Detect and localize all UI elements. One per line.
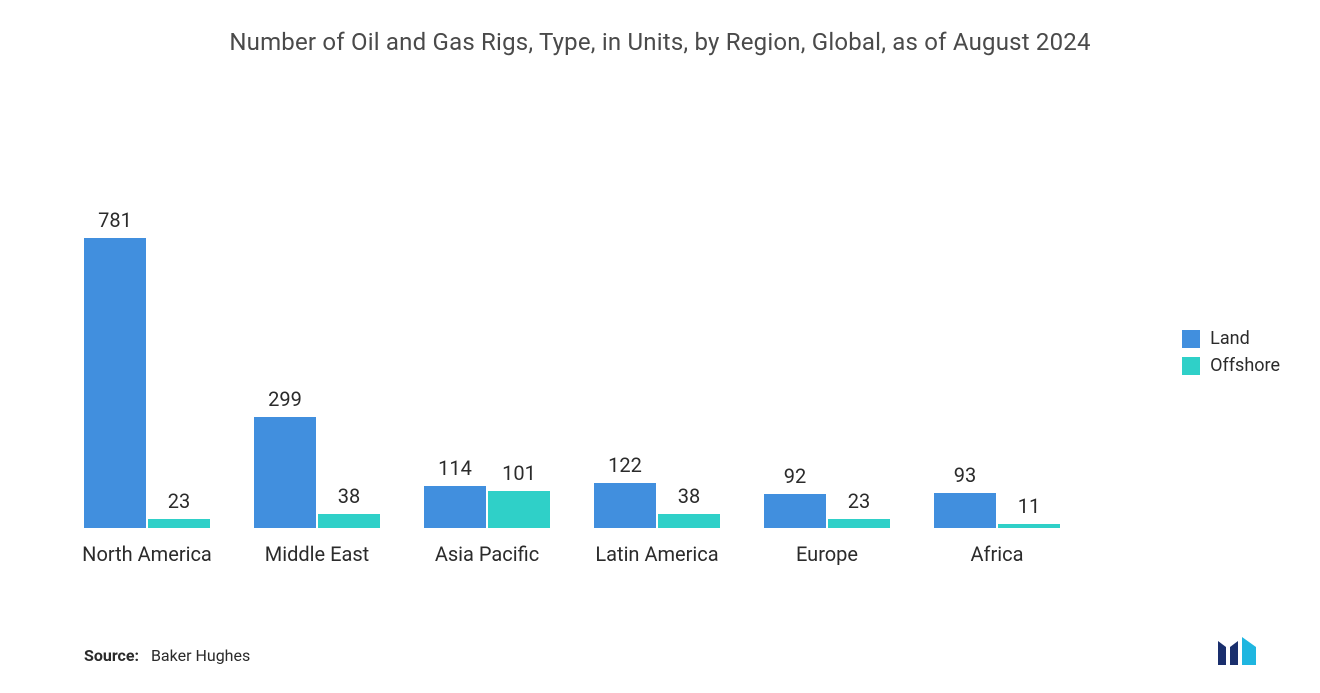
x-axis-label: North America [82,542,212,567]
x-axis-label: Latin America [592,542,722,567]
bar-group: 9223Europe [764,238,890,528]
bar: 299 [254,417,316,528]
bar-group: 78123North America [84,238,210,528]
bar-value-label: 122 [594,453,656,477]
source-value [143,646,151,665]
source-label: Source: [84,646,139,665]
bar-value-label: 93 [934,463,996,487]
source-citation: Source: Baker Hughes [84,646,250,665]
bar-group: 9311Africa [934,238,1060,528]
bar-value-label: 781 [84,208,146,232]
brand-logo [1216,635,1272,673]
x-axis-label: Europe [762,542,892,567]
bar-groups-container: 78123North America 29938Middle East 114101… [84,198,1094,528]
bar-value-label: 101 [488,461,550,485]
bar: 114 [424,486,486,528]
bar-pair: 78123 [84,238,210,528]
x-axis-label: Asia Pacific [422,542,552,567]
legend-swatch [1182,357,1200,375]
bar: 781 [84,238,146,528]
bar-pair: 29938 [254,238,380,528]
bar-value-label: 11 [998,494,1060,518]
legend-item: Land [1182,328,1280,349]
bar: 23 [148,519,210,528]
bar-pair: 114101 [424,238,550,528]
bar-value-label: 38 [318,484,380,508]
chart-title: Number of Oil and Gas Rigs, Type, in Uni… [160,28,1160,56]
legend-item: Offshore [1182,355,1280,376]
bar-value-label: 92 [764,464,826,488]
bar: 92 [764,494,826,528]
bar-group: 29938Middle East [254,238,380,528]
bar: 101 [488,491,550,529]
bar-pair: 12238 [594,238,720,528]
bar: 38 [318,514,380,528]
legend-swatch [1182,330,1200,348]
x-axis-label: Middle East [252,542,382,567]
legend-label: Land [1210,328,1250,349]
bar-value-label: 38 [658,484,720,508]
bar-pair: 9311 [934,238,1060,528]
legend-label: Offshore [1210,355,1280,376]
bar: 11 [998,524,1060,528]
bar-group: 12238Latin America [594,238,720,528]
bar: 23 [828,519,890,528]
source-text: Baker Hughes [151,646,250,665]
bar-pair: 9223 [764,238,890,528]
chart-canvas: Number of Oil and Gas Rigs, Type, in Uni… [0,28,1320,693]
bar-value-label: 114 [424,456,486,480]
bar: 38 [658,514,720,528]
x-axis-label: Africa [932,542,1062,567]
bar-value-label: 299 [254,387,316,411]
bar-group: 114101Asia Pacific [424,238,550,528]
bar-value-label: 23 [148,489,210,513]
chart-plot-area: 78123North America 29938Middle East 114101… [84,198,1094,528]
bar: 93 [934,493,996,528]
bar-value-label: 23 [828,489,890,513]
bar: 122 [594,483,656,528]
legend: Land Offshore [1182,328,1280,382]
